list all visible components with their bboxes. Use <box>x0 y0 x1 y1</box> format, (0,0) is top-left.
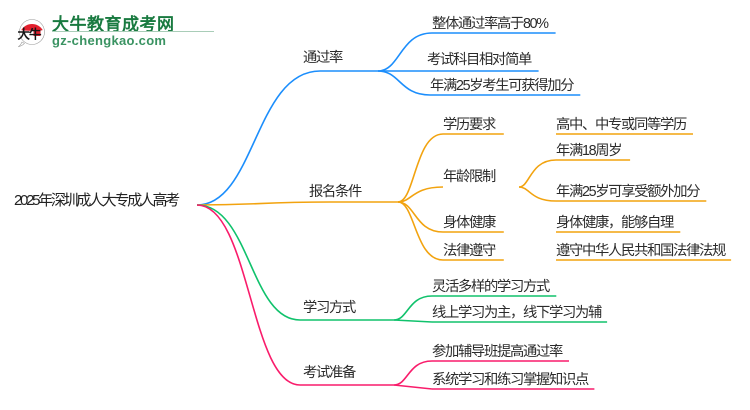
svg-text:大牛: 大牛 <box>18 26 43 41</box>
